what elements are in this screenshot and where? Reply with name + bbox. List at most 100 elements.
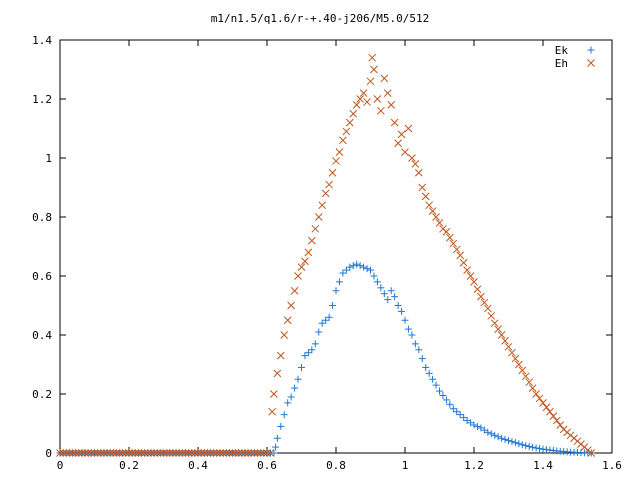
data-point: [497, 331, 506, 339]
data-point: [529, 443, 537, 451]
data-point: [411, 340, 419, 348]
data-point: [432, 381, 440, 389]
data-point: [522, 442, 530, 450]
data-point: [449, 239, 458, 248]
data-point: [191, 449, 199, 457]
data-point: [542, 403, 551, 412]
data-point: [515, 440, 523, 448]
data-point: [439, 391, 447, 399]
data-point: [311, 340, 319, 348]
y-tick-label: 0.2: [32, 388, 52, 401]
data-point: [408, 154, 416, 162]
data-point: [456, 411, 464, 419]
data-point: [466, 272, 475, 280]
data-point: [156, 449, 165, 457]
y-tick-label: 1: [45, 152, 52, 165]
data-point: [505, 437, 512, 445]
data-point: [415, 346, 423, 354]
data-point: [368, 53, 377, 62]
data-point: [456, 251, 465, 260]
data-point: [90, 449, 99, 457]
y-tick-label: 0.8: [32, 211, 52, 224]
data-point: [181, 449, 190, 457]
data-point: [484, 428, 492, 436]
data-point: [353, 260, 361, 268]
data-point: [546, 407, 554, 416]
data-point: [370, 272, 378, 280]
data-point: [518, 366, 527, 375]
data-point: [370, 65, 378, 74]
data-point: [491, 431, 499, 439]
data-point: [349, 109, 358, 118]
data-point: [162, 449, 171, 457]
data-point: [394, 139, 402, 148]
series-eh: [56, 53, 596, 457]
data-point: [276, 351, 285, 360]
data-point: [432, 213, 440, 221]
data-point: [401, 148, 409, 156]
data-point: [225, 449, 234, 457]
x-tick-label: 1.6: [602, 459, 622, 472]
data-point: [143, 449, 152, 457]
data-point: [363, 265, 371, 273]
data-point: [122, 449, 130, 457]
data-point: [153, 449, 162, 457]
data-point: [411, 160, 420, 168]
data-point: [287, 301, 296, 310]
data-point: [318, 201, 327, 210]
data-point: [459, 258, 468, 267]
x-tick-label: 0.6: [257, 459, 277, 472]
data-point: [118, 449, 127, 457]
data-point: [449, 405, 457, 413]
data-point: [238, 449, 246, 457]
data-point: [380, 290, 388, 298]
data-point: [366, 77, 375, 86]
data-point: [425, 201, 434, 210]
data-point: [445, 233, 454, 242]
data-point: [397, 130, 406, 139]
data-point: [453, 408, 461, 416]
data-point: [435, 219, 444, 227]
data-point: [380, 74, 389, 83]
data-point: [307, 236, 316, 245]
data-point: [508, 438, 516, 446]
data-point: [294, 272, 302, 280]
data-point: [587, 449, 596, 457]
data-point: [532, 390, 540, 398]
y-tick-label: 0.6: [32, 270, 52, 283]
y-tick-label: 1.4: [32, 34, 52, 47]
data-point: [222, 449, 231, 457]
data-point: [96, 449, 105, 457]
data-point: [256, 449, 265, 457]
data-point: [532, 444, 540, 452]
legend-label: Ek: [555, 44, 569, 57]
data-point: [260, 449, 268, 457]
data-point: [328, 168, 337, 177]
data-point: [273, 434, 281, 442]
data-point: [339, 269, 347, 277]
data-point: [322, 316, 330, 324]
x-tick-label: 1.4: [533, 459, 553, 472]
data-point: [298, 363, 305, 371]
data-point: [384, 296, 392, 304]
data-point: [501, 337, 509, 345]
data-point: [421, 192, 430, 201]
data-point: [172, 449, 180, 457]
data-point: [373, 278, 381, 286]
data-point: [137, 449, 146, 457]
data-point: [234, 449, 243, 457]
data-point: [473, 422, 481, 430]
data-point: [477, 292, 485, 301]
legend-marker: [587, 46, 595, 54]
data-point: [244, 449, 253, 457]
data-point: [169, 449, 177, 457]
x-tick-label: 1.2: [464, 459, 484, 472]
data-point: [109, 449, 118, 457]
data-point: [549, 412, 558, 420]
data-point: [93, 449, 102, 457]
data-point: [184, 449, 193, 457]
series-ek: [56, 260, 595, 457]
data-point: [470, 421, 478, 429]
data-point: [266, 449, 275, 457]
